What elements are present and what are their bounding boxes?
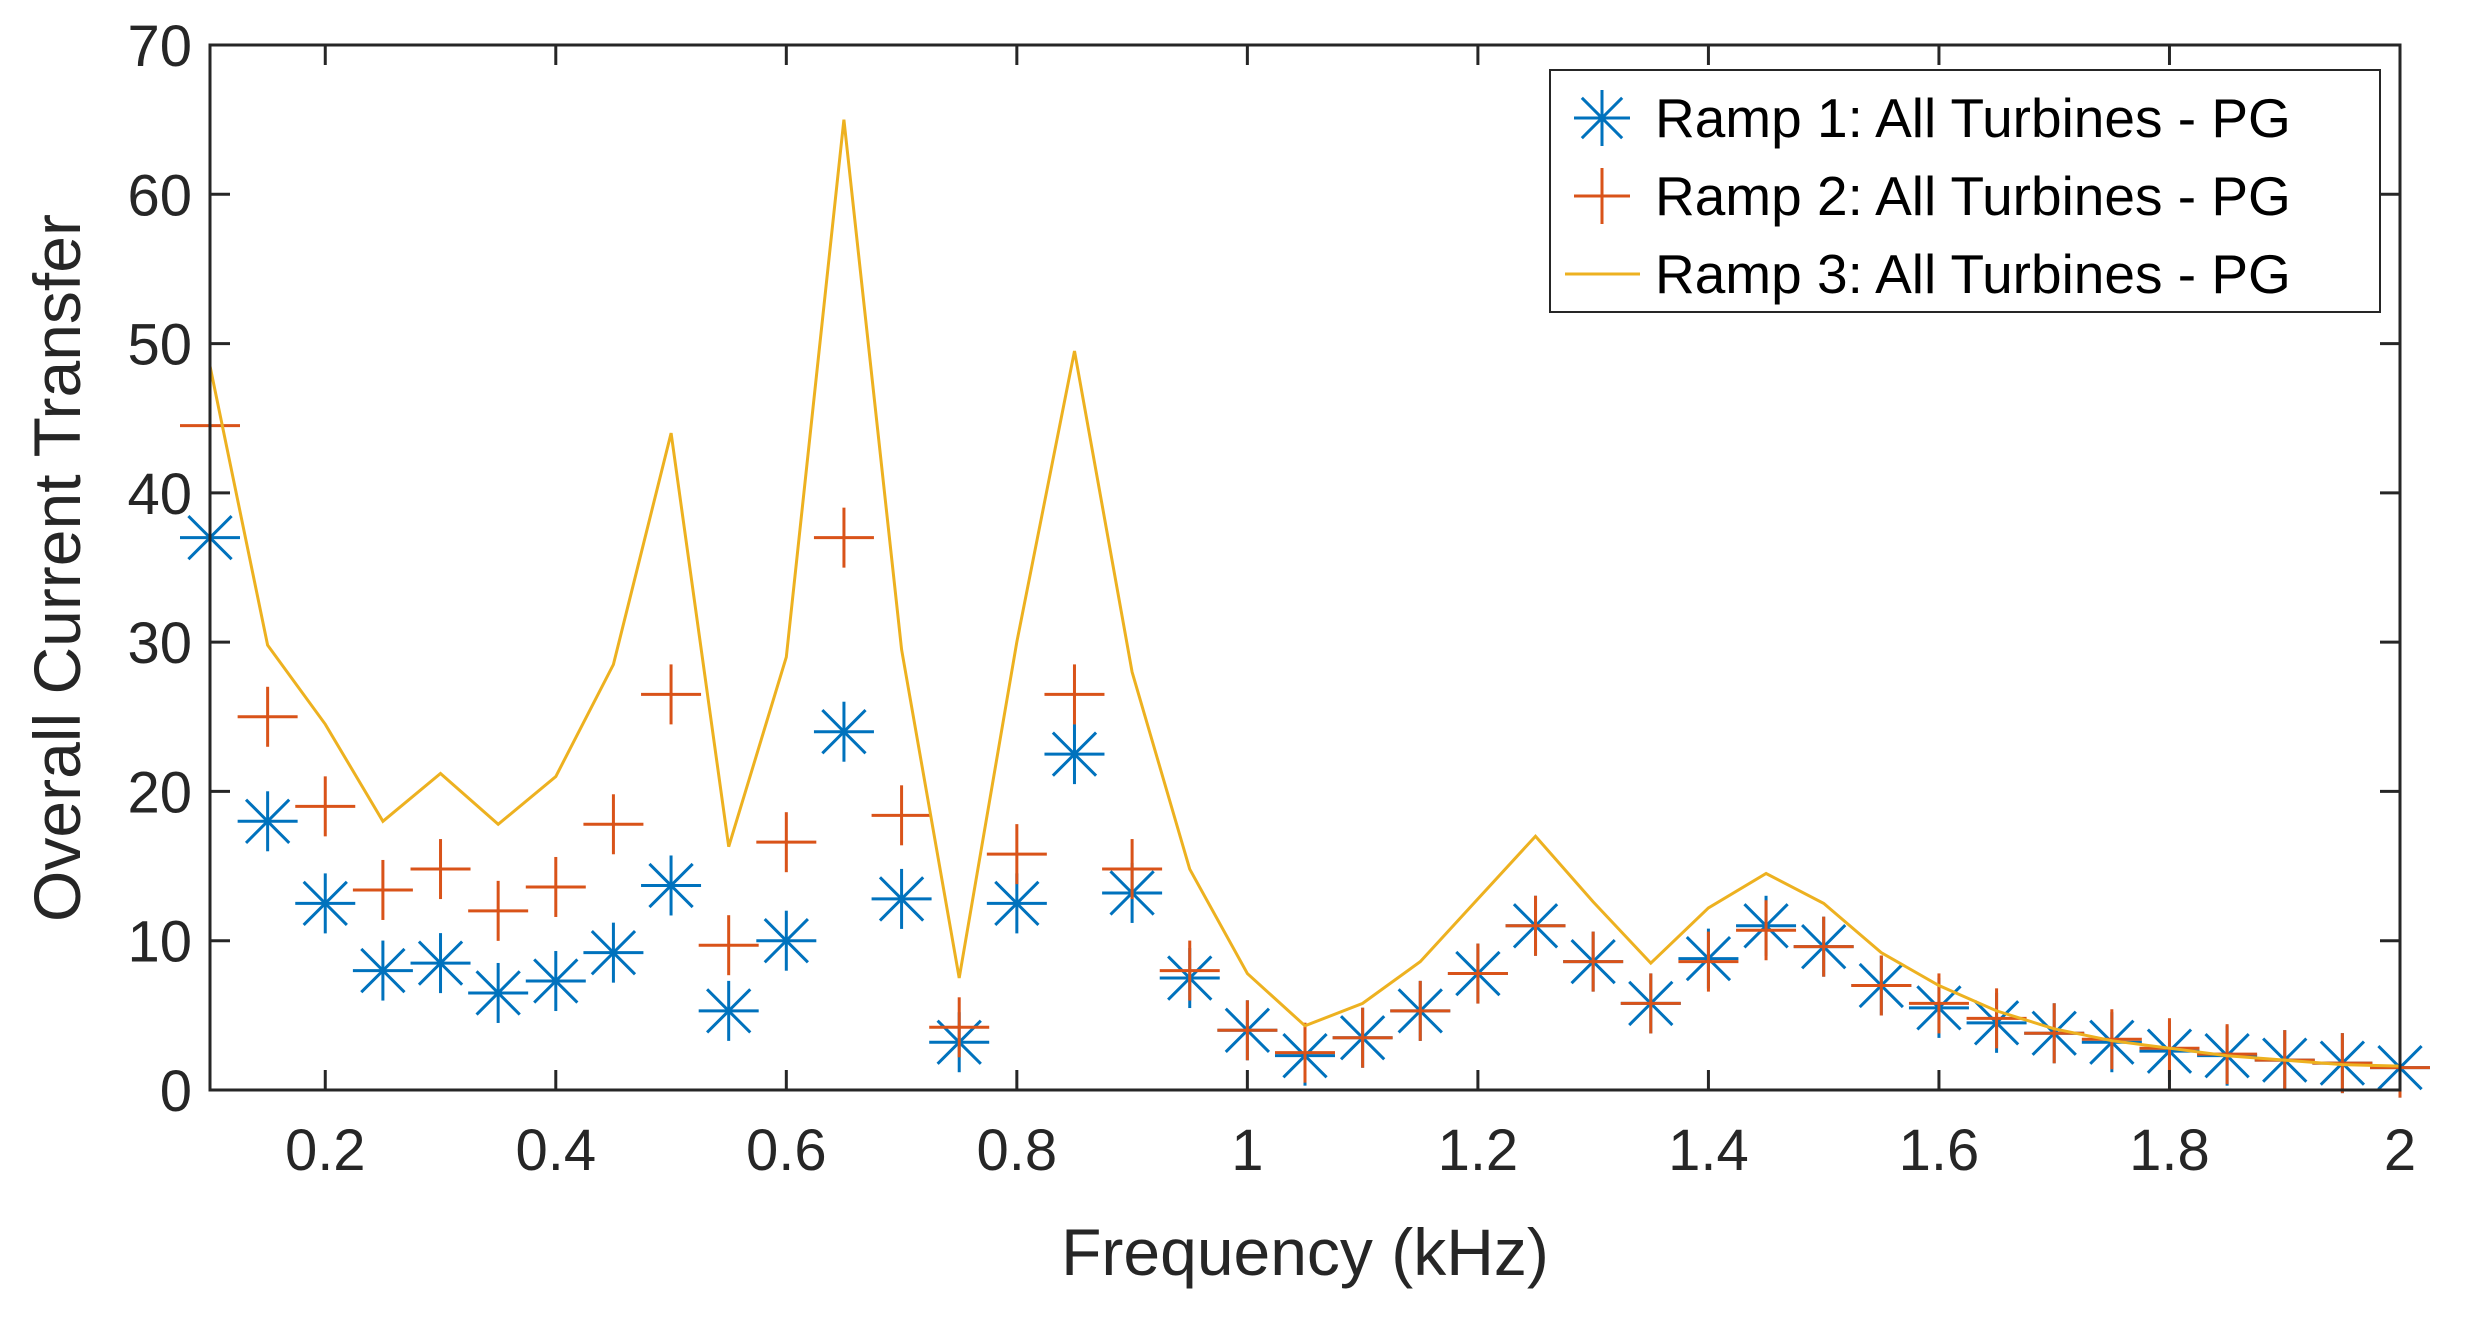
data-point — [410, 839, 471, 900]
data-point — [756, 812, 817, 873]
x-tick-label: 0.4 — [515, 1118, 596, 1183]
x-tick-label: 1.4 — [1668, 1118, 1749, 1183]
y-tick-label: 40 — [127, 462, 192, 527]
data-point — [468, 880, 529, 941]
data-point — [1390, 980, 1451, 1041]
data-point — [525, 951, 586, 1012]
data-point — [352, 859, 413, 920]
data-point — [1275, 1022, 1335, 1083]
legend-swatch — [1574, 90, 1630, 146]
data-point — [641, 855, 702, 916]
y-axis-label: Overall Current Transfer — [20, 214, 94, 922]
data-point — [813, 701, 874, 762]
data-point — [352, 940, 413, 1001]
data-point — [525, 856, 586, 917]
y-tick-label: 0 — [160, 1059, 192, 1124]
data-point — [813, 507, 874, 568]
y-axis-ticks: 0 10 20 30 40 50 60 70 — [127, 14, 2400, 1124]
data-point — [583, 922, 644, 983]
data-marks — [180, 119, 2430, 1098]
data-point — [929, 997, 990, 1058]
x-tick-label: 1.2 — [1438, 1118, 1519, 1183]
x-tick-label: 1.8 — [2129, 1118, 2210, 1183]
data-point — [1217, 1000, 1278, 1061]
legend-entry-3: Ramp 3: All Turbines - PG — [1565, 243, 2291, 305]
data-point — [871, 785, 932, 846]
y-tick-label: 50 — [127, 313, 192, 378]
y-tick-label: 20 — [127, 760, 192, 825]
x-tick-label: 1 — [1231, 1118, 1263, 1183]
data-point — [641, 664, 702, 725]
data-point — [1102, 839, 1163, 900]
y-tick-label: 60 — [127, 163, 192, 228]
data-point — [756, 910, 817, 971]
data-point — [871, 868, 932, 929]
data-point — [1678, 931, 1739, 992]
y-tick-label: 10 — [127, 910, 192, 975]
series-3 — [208, 119, 2401, 1068]
data-point — [410, 933, 471, 994]
series-2 — [180, 395, 2430, 1098]
x-tick-label: 1.6 — [1899, 1118, 1980, 1183]
data-point — [986, 824, 1047, 885]
data-point — [1159, 940, 1220, 1001]
data-point — [1563, 931, 1624, 992]
legend-swatch — [1574, 168, 1630, 224]
data-point — [1505, 895, 1566, 956]
data-point — [1044, 664, 1105, 725]
data-point — [237, 791, 298, 852]
y-tick-label: 70 — [127, 14, 192, 79]
data-point — [237, 686, 298, 747]
legend-box — [1549, 69, 2381, 313]
x-axis-label: Frequency (kHz) — [1061, 1215, 1549, 1289]
data-point — [583, 794, 644, 855]
data-point — [1908, 973, 1969, 1034]
data-point — [1447, 943, 1508, 1004]
data-point — [698, 980, 759, 1041]
data-point — [1044, 724, 1105, 785]
data-point — [1736, 900, 1797, 961]
data-point — [295, 873, 356, 934]
x-tick-label: 0.8 — [977, 1118, 1058, 1183]
legend-entry-2: Ramp 2: All Turbines - PG — [1574, 165, 2291, 227]
legend-label: Ramp 2: All Turbines - PG — [1655, 165, 2291, 227]
legend-label: Ramp 3: All Turbines - PG — [1655, 243, 2291, 305]
plot-frame — [208, 43, 2402, 1092]
data-point — [295, 776, 356, 837]
legend: Ramp 1: All Turbines - PG Ramp 2: All Tur… — [1549, 69, 2381, 313]
data-point — [1793, 916, 1854, 977]
data-point — [1620, 973, 1681, 1034]
x-tick-label: 0.6 — [746, 1118, 827, 1183]
series-line — [208, 119, 2401, 1068]
x-tick-label: 0.2 — [285, 1118, 366, 1183]
legend-label: Ramp 1: All Turbines - PG — [1655, 87, 2291, 149]
x-axis-ticks: 0.2 0.4 0.6 0.8 1 1.2 1.4 1.6 1.8 2 — [285, 45, 2416, 1183]
legend-entry-1: Ramp 1: All Turbines - PG — [1574, 87, 2291, 149]
x-tick-label: 2 — [2384, 1118, 2416, 1183]
data-point — [1851, 955, 1912, 1016]
data-point — [698, 915, 759, 976]
data-point — [1332, 1007, 1393, 1068]
data-point — [468, 962, 529, 1023]
y-tick-label: 30 — [127, 611, 192, 676]
